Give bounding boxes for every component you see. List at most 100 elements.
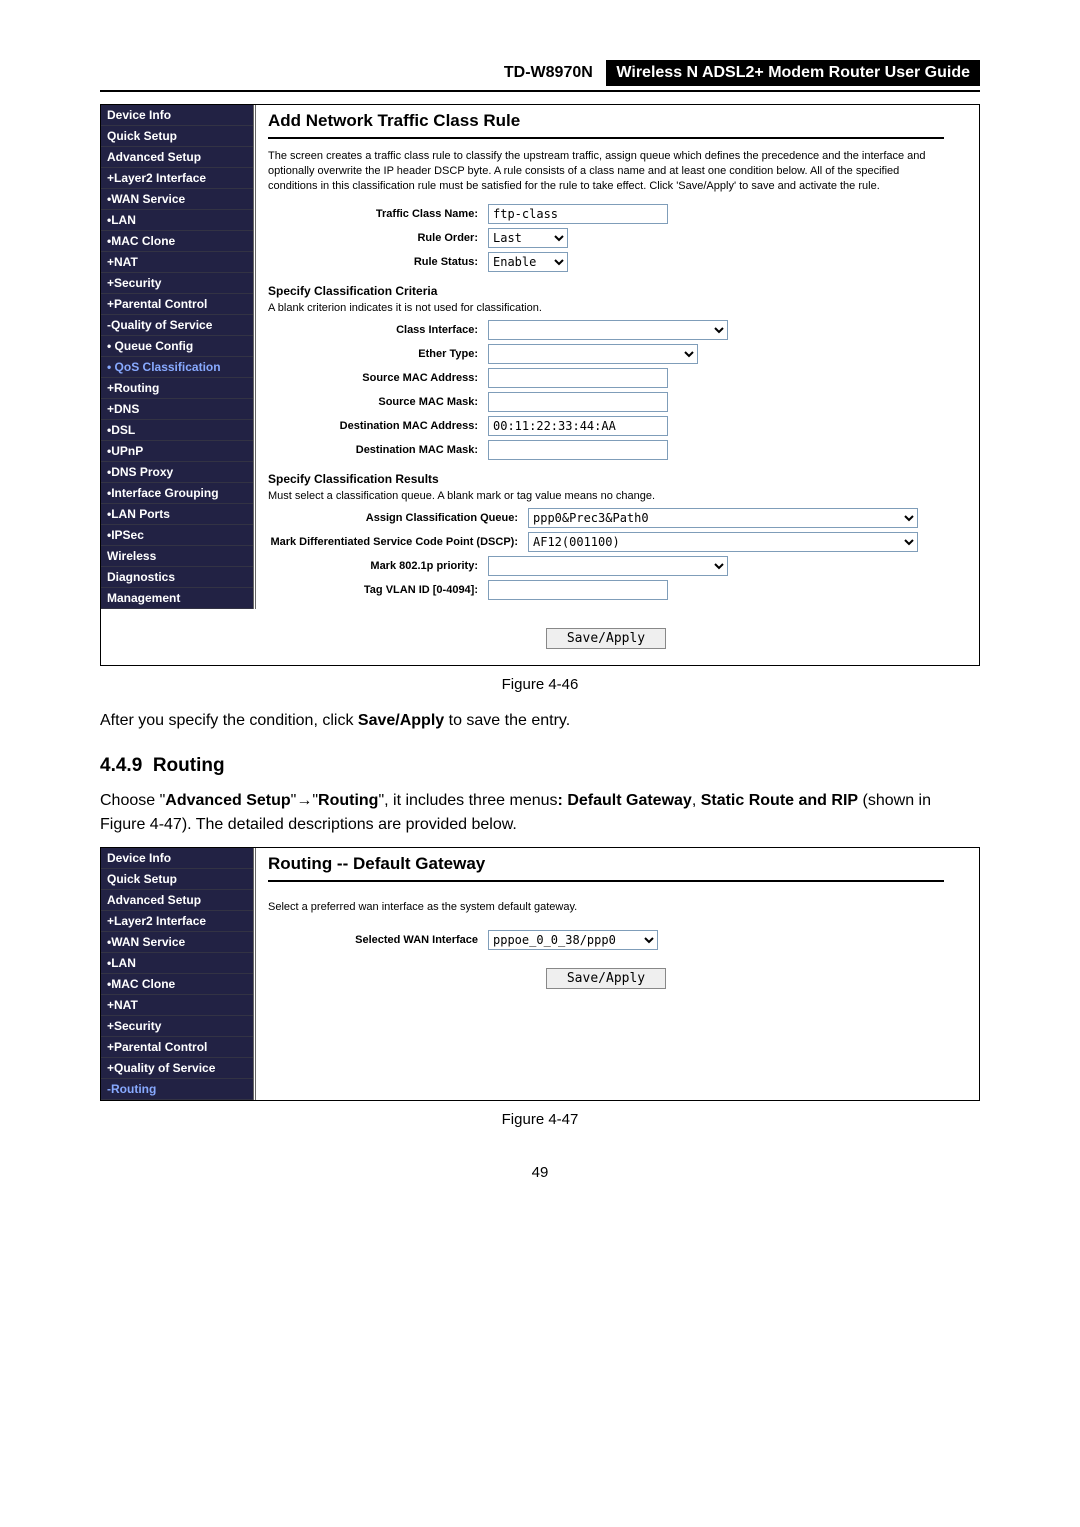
sidebar-item[interactable]: •MAC Clone xyxy=(101,231,253,252)
lbl-src-mask: Source MAC Mask: xyxy=(268,396,488,408)
sidebar-item[interactable]: Wireless xyxy=(101,546,253,567)
page-number: 49 xyxy=(100,1164,980,1181)
select-class-interface[interactable] xyxy=(488,320,728,340)
intro-text-1: The screen creates a traffic class rule … xyxy=(268,149,944,194)
page-title-1: Add Network Traffic Class Rule xyxy=(268,111,944,131)
sidebar-item[interactable]: Device Info xyxy=(101,848,253,869)
sidebar-item[interactable]: •IPSec xyxy=(101,525,253,546)
sidebar-item[interactable]: +Parental Control xyxy=(101,1037,253,1058)
lbl-dst-mask: Destination MAC Mask: xyxy=(268,444,488,456)
sidebar-item[interactable]: +DNS xyxy=(101,399,253,420)
content-2: Routing -- Default Gateway Select a pref… xyxy=(256,848,956,1006)
lbl-class-interface: Class Interface: xyxy=(268,324,488,336)
sidebar-item[interactable]: +Layer2 Interface xyxy=(101,168,253,189)
sidebar-item[interactable]: +Routing xyxy=(101,378,253,399)
select-dscp[interactable]: AF12(001100) xyxy=(528,532,918,552)
criteria-note: A blank criterion indicates it is not us… xyxy=(268,302,944,314)
page-title-2: Routing -- Default Gateway xyxy=(268,854,944,874)
intro-text-2: Select a preferred wan interface as the … xyxy=(268,900,944,915)
sidebar-item[interactable]: +Parental Control xyxy=(101,294,253,315)
sidebar-item[interactable]: •MAC Clone xyxy=(101,974,253,995)
input-vlan[interactable] xyxy=(488,580,668,600)
sidebar-item[interactable]: •DNS Proxy xyxy=(101,462,253,483)
sidebar-item[interactable]: Advanced Setup xyxy=(101,890,253,911)
sidebar-item[interactable]: Quick Setup xyxy=(101,126,253,147)
sidebar-item[interactable]: -Quality of Service xyxy=(101,315,253,336)
lbl-selected-wan: Selected WAN Interface xyxy=(268,934,488,946)
sidebar-item[interactable]: +NAT xyxy=(101,252,253,273)
results-heading: Specify Classification Results xyxy=(268,472,944,486)
sidebar-item[interactable]: •LAN xyxy=(101,953,253,974)
sidebar-item[interactable]: •WAN Service xyxy=(101,932,253,953)
input-src-mask[interactable] xyxy=(488,392,668,412)
lbl-assign-queue: Assign Classification Queue: xyxy=(268,512,528,524)
model-number: TD-W8970N xyxy=(500,62,597,84)
sidebar-item[interactable]: Diagnostics xyxy=(101,567,253,588)
divider xyxy=(268,880,944,882)
lbl-ether-type: Ether Type: xyxy=(268,348,488,360)
input-dst-mask[interactable] xyxy=(488,440,668,460)
row-src-mac: Source MAC Address: xyxy=(268,368,944,388)
screenshot-qos-rule: Device InfoQuick SetupAdvanced Setup+Lay… xyxy=(100,104,980,666)
sidebar-item[interactable]: Device Info xyxy=(101,105,253,126)
input-traffic-class-name[interactable] xyxy=(488,204,668,224)
lbl-traffic-class-name: Traffic Class Name: xyxy=(268,208,488,220)
select-assign-queue[interactable]: ppp0&Prec3&Path0 xyxy=(528,508,918,528)
row-rule-status: Rule Status: Enable xyxy=(268,252,944,272)
sidebar-item[interactable]: +Layer2 Interface xyxy=(101,911,253,932)
sidebar-item[interactable]: •DSL xyxy=(101,420,253,441)
fig-446-caption: Figure 4-46 xyxy=(100,676,980,693)
select-selected-wan[interactable]: pppoe_0_0_38/ppp0 xyxy=(488,930,658,950)
lbl-rule-status: Rule Status: xyxy=(268,256,488,268)
sidebar-2: Device InfoQuick SetupAdvanced Setup+Lay… xyxy=(101,848,256,1100)
content-1: Add Network Traffic Class Rule The scree… xyxy=(256,105,956,665)
sidebar-item[interactable]: • Queue Config xyxy=(101,336,253,357)
lbl-priority: Mark 802.1p priority: xyxy=(268,560,488,572)
sidebar-item[interactable]: +Security xyxy=(101,273,253,294)
criteria-heading: Specify Classification Criteria xyxy=(268,284,944,298)
row-traffic-class-name: Traffic Class Name: xyxy=(268,204,944,224)
row-rule-order: Rule Order: Last xyxy=(268,228,944,248)
row-ether-type: Ether Type: xyxy=(268,344,944,364)
sidebar-item[interactable]: •LAN Ports xyxy=(101,504,253,525)
lbl-rule-order: Rule Order: xyxy=(268,232,488,244)
sidebar-item[interactable]: -Routing xyxy=(101,1079,253,1100)
row-selected-wan: Selected WAN Interface pppoe_0_0_38/ppp0 xyxy=(268,930,944,950)
sidebar-item[interactable]: •UPnP xyxy=(101,441,253,462)
input-dst-mac[interactable] xyxy=(488,416,668,436)
screenshot-routing-gateway: Device InfoQuick SetupAdvanced Setup+Lay… xyxy=(100,847,980,1101)
lbl-dscp: Mark Differentiated Service Code Point (… xyxy=(268,536,528,548)
fig-447-caption: Figure 4-47 xyxy=(100,1111,980,1128)
sidebar-item[interactable]: Management xyxy=(101,588,253,609)
row-vlan: Tag VLAN ID [0-4094]: xyxy=(268,580,944,600)
paragraph-after-fig446: After you specify the condition, click S… xyxy=(100,709,980,733)
sidebar-item[interactable]: +Security xyxy=(101,1016,253,1037)
row-dst-mac: Destination MAC Address: xyxy=(268,416,944,436)
section-449-heading: 4.4.9 Routing xyxy=(100,755,980,777)
arrow-icon: → xyxy=(296,792,312,809)
sidebar-item[interactable]: +NAT xyxy=(101,995,253,1016)
sidebar-item[interactable]: Quick Setup xyxy=(101,869,253,890)
sidebar-item[interactable]: •LAN xyxy=(101,210,253,231)
save-apply-button-1[interactable]: Save/Apply xyxy=(546,628,666,649)
select-priority[interactable] xyxy=(488,556,728,576)
row-class-interface: Class Interface: xyxy=(268,320,944,340)
sidebar-item[interactable]: +Quality of Service xyxy=(101,1058,253,1079)
sidebar-item[interactable]: Advanced Setup xyxy=(101,147,253,168)
sidebar-item[interactable]: •Interface Grouping xyxy=(101,483,253,504)
select-rule-status[interactable]: Enable xyxy=(488,252,568,272)
row-dscp: Mark Differentiated Service Code Point (… xyxy=(268,532,944,552)
lbl-src-mac: Source MAC Address: xyxy=(268,372,488,384)
input-src-mac[interactable] xyxy=(488,368,668,388)
lbl-dst-mac: Destination MAC Address: xyxy=(268,420,488,432)
save-apply-button-2[interactable]: Save/Apply xyxy=(546,968,666,989)
sidebar-item[interactable]: •WAN Service xyxy=(101,189,253,210)
row-src-mask: Source MAC Mask: xyxy=(268,392,944,412)
row-priority: Mark 802.1p priority: xyxy=(268,556,944,576)
row-dst-mask: Destination MAC Mask: xyxy=(268,440,944,460)
doc-title: Wireless N ADSL2+ Modem Router User Guid… xyxy=(606,60,980,86)
select-rule-order[interactable]: Last xyxy=(488,228,568,248)
select-ether-type[interactable] xyxy=(488,344,698,364)
sidebar-item[interactable]: • QoS Classification xyxy=(101,357,253,378)
divider xyxy=(268,137,944,139)
